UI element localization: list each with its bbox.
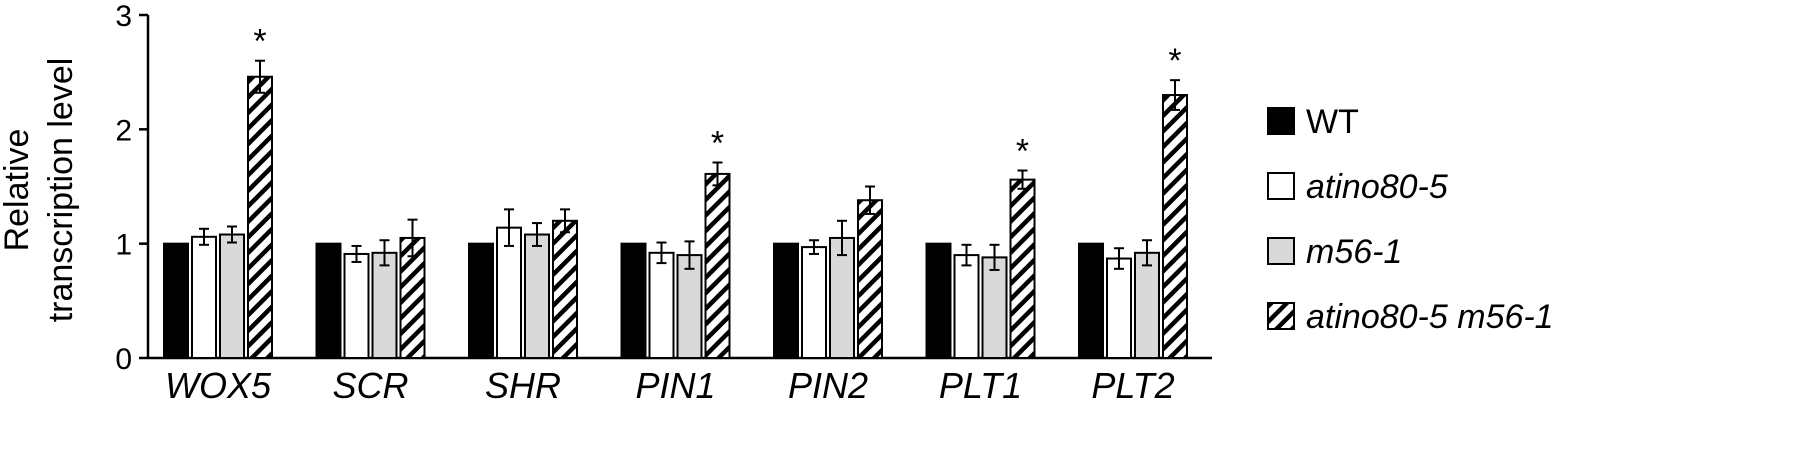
y-axis-title: Relative transcription level xyxy=(0,58,80,323)
y-axis-title-line: transcription level xyxy=(42,58,80,323)
legend-label: atino80-5 m56-1 xyxy=(1306,298,1554,336)
bar xyxy=(1078,242,1104,360)
bar xyxy=(1106,257,1132,359)
bar xyxy=(620,242,647,360)
significance-mark: * xyxy=(253,23,266,61)
legend-label: m56-1 xyxy=(1306,233,1402,271)
bar xyxy=(343,252,370,359)
legend-swatch xyxy=(1267,107,1295,135)
bar xyxy=(524,233,550,360)
category-labels: WOX5 SCR SHR PIN1 PIN2 PLT1 PLT2 xyxy=(165,365,1175,406)
bar xyxy=(399,236,426,359)
bar xyxy=(857,199,883,359)
bars: * * * * xyxy=(163,23,1188,360)
bar xyxy=(676,254,703,360)
bar xyxy=(496,226,522,359)
y-tick-label: 2 xyxy=(115,114,132,147)
bar xyxy=(953,254,980,360)
bar xyxy=(315,242,342,360)
bar xyxy=(704,172,731,359)
y-tick-label: 0 xyxy=(115,343,132,376)
bar xyxy=(191,235,217,360)
bar xyxy=(648,251,675,360)
legend-swatch xyxy=(1267,172,1295,200)
bar xyxy=(1134,251,1160,360)
legend-label: atino80-5 xyxy=(1306,168,1448,206)
bar xyxy=(247,75,273,360)
significance-mark: * xyxy=(711,124,724,162)
legend-swatch xyxy=(1267,302,1295,330)
bar xyxy=(925,242,952,360)
legend-label: WT xyxy=(1306,103,1359,141)
bar xyxy=(981,256,1008,359)
significance-mark: * xyxy=(1168,42,1181,80)
significance-mark: * xyxy=(1016,132,1029,170)
y-axis-title-line: Relative xyxy=(0,129,36,252)
legend: WT atino80-5 m56-1 atino80-5 m56-1 xyxy=(1267,103,1554,336)
bar xyxy=(1162,94,1188,360)
bar xyxy=(371,251,398,360)
x-category-label: PIN2 xyxy=(788,365,868,406)
y-tick-label: 3 xyxy=(115,0,132,33)
bar xyxy=(773,242,799,360)
x-category-label: WOX5 xyxy=(165,365,272,406)
bar xyxy=(163,242,189,360)
bar xyxy=(801,246,827,359)
x-category-label: SHR xyxy=(485,365,561,406)
bar xyxy=(552,219,578,359)
x-category-label: SCR xyxy=(332,365,408,406)
bar xyxy=(468,242,494,360)
x-category-label: PIN1 xyxy=(635,365,715,406)
bar xyxy=(1009,178,1036,359)
x-category-label: PLT1 xyxy=(939,365,1022,406)
y-tick-label: 1 xyxy=(115,229,132,262)
bar xyxy=(219,233,245,360)
x-category-label: PLT2 xyxy=(1091,365,1174,406)
legend-swatch xyxy=(1267,237,1295,265)
